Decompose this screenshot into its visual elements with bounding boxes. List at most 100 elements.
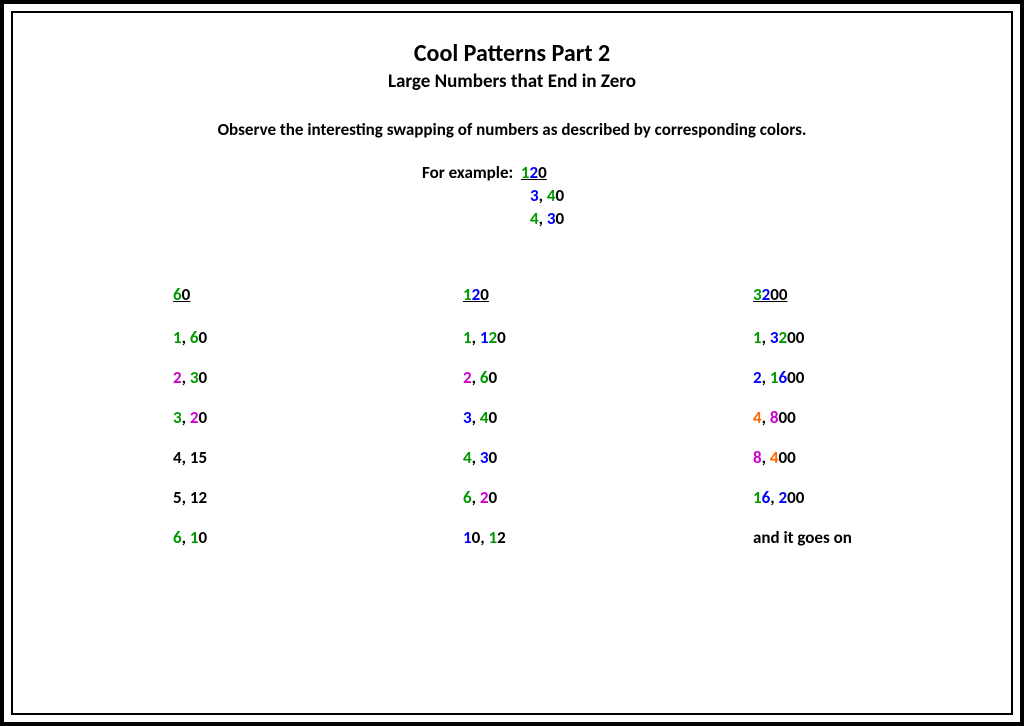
column: 1201, 1202, 603, 404, 306, 2010, 12 [463,285,753,550]
text-token: 0 [472,527,481,548]
outer-frame: Cool Patterns Part 2 Large Numbers that … [0,0,1024,726]
text-token: , [472,487,480,508]
example-block: For example: 120 3, 404, 30 [422,162,602,231]
text-token: , [472,367,480,388]
text-token: 0 [497,327,506,348]
column-header: 3200 [753,285,1024,305]
text-token: 4, 15 [173,447,207,468]
inner-frame: Cool Patterns Part 2 Large Numbers that … [11,11,1013,715]
data-row: 2, 60 [463,367,753,390]
text-token: 6 [173,527,182,548]
text-token: 00 [787,327,804,348]
text-token: , [762,367,770,388]
data-row: 1, 3200 [753,327,1024,350]
data-row: 6, 20 [463,487,753,510]
text-token: 2 [530,162,539,183]
text-token: 0 [480,284,489,305]
text-token: , [182,367,190,388]
text-token: 0 [198,527,207,548]
text-token: 0 [182,284,191,305]
data-row: 3, 40 [463,407,753,430]
text-token: 4 [753,407,762,428]
text-token: 8 [753,447,762,468]
text-token: 5, 12 [173,487,207,508]
example-line: 3, 40 [422,185,602,208]
data-row: 10, 12 [463,527,753,550]
example-number: 120 [521,162,547,183]
data-row: 3, 20 [173,407,463,430]
text-token: 00 [778,407,795,428]
text-token: 0 [555,208,564,229]
data-row: 1, 60 [173,327,463,350]
text-token: 1 [173,327,182,348]
text-token: 3 [463,407,472,428]
example-label: For example: [422,162,521,183]
text-token: 1 [488,527,497,548]
data-row: 2, 30 [173,367,463,390]
text-token: 4 [530,208,539,229]
text-token: 2 [463,367,472,388]
text-token: 0 [555,185,564,206]
data-row: and it goes on [753,527,1024,550]
text-token: , [182,327,190,348]
data-row: 1, 120 [463,327,753,350]
page-title: Cool Patterns Part 2 [73,39,951,68]
text-token: 0 [488,447,497,468]
text-token: 3 [173,407,182,428]
page-subtitle: Large Numbers that End in Zero [73,70,951,93]
text-token: 3 [753,284,762,305]
data-row: 6, 10 [173,527,463,550]
text-token: 2 [778,327,787,348]
text-token: 1 [463,284,472,305]
text-token: 2 [753,367,762,388]
text-token: 3 [530,185,539,206]
text-token: 6 [778,367,787,388]
text-token: 00 [778,447,795,468]
example-line: 4, 30 [422,208,602,231]
text-token: 0 [198,327,207,348]
text-token: 2 [173,367,182,388]
column: 601, 602, 303, 204, 155, 126, 10 [173,285,463,550]
text-token: 2 [497,527,506,548]
text-token: 0 [488,407,497,428]
column: 32001, 32002, 16004, 8008, 40016, 200and… [753,285,1024,550]
text-token: 6 [463,487,472,508]
text-token: 1 [463,527,472,548]
text-token: , [762,327,770,348]
text-token: 00 [787,367,804,388]
data-row: 4, 15 [173,447,463,470]
text-token: , [182,527,190,548]
text-token: 6 [173,284,182,305]
column-header: 60 [173,285,463,305]
text-token: , [539,208,547,229]
data-row: 8, 400 [753,447,1024,470]
text-token: 0 [198,407,207,428]
text-token: , [472,327,480,348]
text-token: , [762,407,770,428]
instructions-text: Observe the interesting swapping of numb… [73,119,951,140]
text-token: 1 [463,327,472,348]
data-row: 4, 30 [463,447,753,470]
text-token: 2 [488,327,497,348]
text-token: 00 [787,487,804,508]
text-token: , [472,407,480,428]
column-header: 120 [463,285,753,305]
data-row: 2, 1600 [753,367,1024,390]
text-token: 00 [770,284,787,305]
text-token: 2 [472,284,481,305]
data-row: 16, 200 [753,487,1024,510]
text-token: , [182,407,190,428]
text-token: , [762,447,770,468]
text-token: 0 [488,367,497,388]
text-token: 2 [778,487,787,508]
text-token: 4 [463,447,472,468]
text-token: 1 [753,327,762,348]
data-row: 5, 12 [173,487,463,510]
data-row: 4, 800 [753,407,1024,430]
text-token: 1 [753,487,762,508]
text-token: 0 [198,367,207,388]
text-token: 2 [762,284,771,305]
text-token: and it goes on [753,527,852,548]
text-token: 1 [521,162,530,183]
text-token: 0 [488,487,497,508]
